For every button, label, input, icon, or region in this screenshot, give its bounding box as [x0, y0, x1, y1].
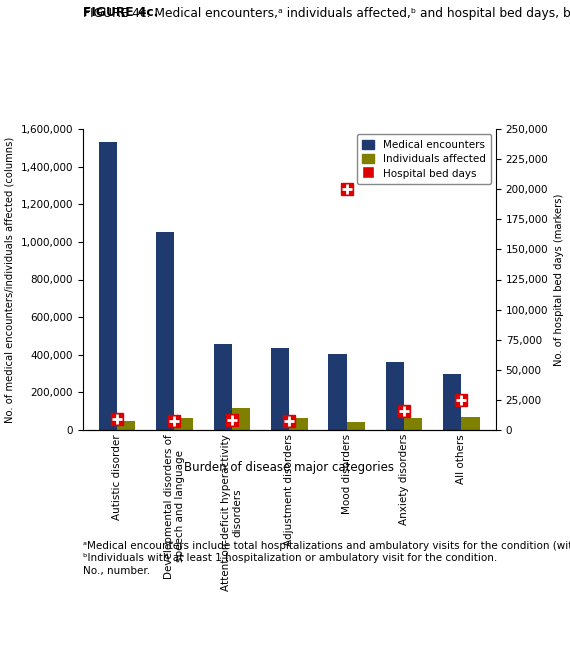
Bar [99, 142, 117, 430]
Bar [289, 418, 308, 430]
Bar [174, 418, 193, 430]
Bar [404, 418, 422, 430]
Y-axis label: No. of hospital bed days (markers): No. of hospital bed days (markers) [554, 193, 564, 366]
Bar [271, 348, 289, 430]
Bar [462, 417, 480, 430]
Text: FIGURE 4c.: FIGURE 4c. [83, 6, 158, 20]
Text: ᵃMedical encounters include total hospitalizations and ambulatory visits for the: ᵃMedical encounters include total hospit… [83, 541, 570, 577]
Bar [214, 344, 232, 430]
Text: FIGURE 4c. Medical encounters,ᵃ individuals affected,ᵇ and hospital bed days, by: FIGURE 4c. Medical encounters,ᵃ individu… [83, 6, 570, 20]
Bar [117, 421, 136, 430]
Legend: Medical encounters, Individuals affected, Hospital bed days: Medical encounters, Individuals affected… [357, 135, 491, 184]
Bar [386, 362, 404, 430]
Bar [328, 354, 347, 430]
Text: Burden of disease major categories: Burden of disease major categories [184, 461, 394, 474]
Bar [232, 408, 250, 430]
Bar [156, 231, 174, 430]
Y-axis label: No. of medical encounters/individuals affected (columns): No. of medical encounters/individuals af… [5, 136, 15, 423]
Bar [347, 422, 365, 430]
Bar [443, 374, 462, 430]
